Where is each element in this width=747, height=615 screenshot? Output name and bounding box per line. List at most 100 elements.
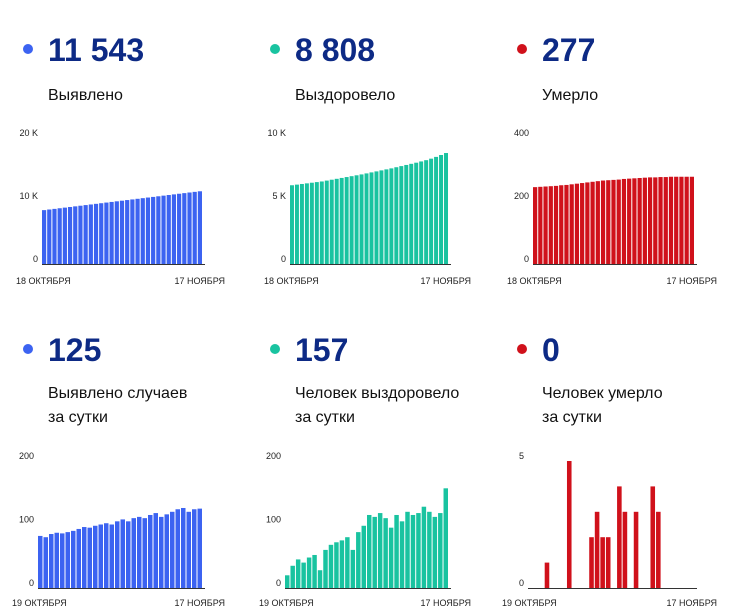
bar <box>145 197 151 264</box>
x-start-label: 18 ОКТЯБРЯ <box>16 276 71 286</box>
bar <box>62 207 67 264</box>
y-tick-label: 0 <box>33 254 38 264</box>
bar <box>52 208 57 265</box>
stat-label-recovered: Выздоровело <box>295 87 396 104</box>
bar <box>197 191 202 264</box>
bar <box>606 180 611 264</box>
y-tick-label: 5 <box>519 451 524 461</box>
bar <box>548 186 553 264</box>
bar <box>171 194 177 264</box>
y-tick-label: 10 K <box>19 191 38 201</box>
y-tick-label: 400 <box>514 128 529 138</box>
bar <box>344 177 349 264</box>
y-tick-label: 0 <box>281 254 286 264</box>
bar <box>633 511 639 588</box>
bar <box>674 176 679 264</box>
bar <box>156 196 161 264</box>
bar <box>295 559 301 588</box>
bar <box>443 488 448 588</box>
bar <box>148 514 153 588</box>
bar <box>140 198 145 264</box>
bar <box>186 511 191 588</box>
bar <box>419 161 424 264</box>
bar <box>585 182 590 264</box>
bar <box>559 185 564 264</box>
bar <box>544 562 550 588</box>
bar <box>324 180 329 264</box>
y-tick-label: 10 K <box>267 128 286 138</box>
bar <box>679 176 684 264</box>
bar <box>564 184 569 264</box>
bar <box>600 537 605 588</box>
chart-recovered: 0 5 K 10 K 18 ОКТЯБРЯ 17 НОЯБРЯ <box>264 128 471 286</box>
bar <box>388 527 394 588</box>
x-start-label: 19 ОКТЯБРЯ <box>259 598 314 608</box>
bar <box>98 524 103 588</box>
bar <box>181 507 186 588</box>
chart-died: 0 200 400 18 ОКТЯБРЯ 17 НОЯБРЯ <box>507 128 717 286</box>
x-end-label: 17 НОЯБРЯ <box>666 598 717 608</box>
bar <box>600 180 606 264</box>
bar <box>684 176 689 264</box>
bar <box>82 527 87 588</box>
bar <box>650 486 656 588</box>
bar <box>361 525 366 588</box>
bar <box>309 182 314 264</box>
bar <box>329 179 334 264</box>
chart-died-daily: 0 5 19 ОКТЯБРЯ 17 НОЯБРЯ <box>502 451 717 608</box>
stat-sublabel-detected-daily: за сутки <box>48 409 108 426</box>
bar <box>668 176 674 264</box>
bar <box>159 516 164 588</box>
bar <box>410 514 416 588</box>
bar <box>47 209 52 264</box>
y-tick-label: 200 <box>266 451 281 461</box>
y-tick-label: 200 <box>19 451 34 461</box>
bar <box>414 162 419 264</box>
bar <box>319 181 324 264</box>
bar <box>166 195 171 264</box>
bar <box>384 169 389 264</box>
bar <box>595 181 600 264</box>
bar <box>359 174 364 264</box>
bar <box>637 178 642 264</box>
bar <box>439 155 444 264</box>
bar <box>658 177 663 264</box>
y-tick-label: 0 <box>519 578 524 588</box>
status-dot-icon <box>23 44 33 54</box>
bar <box>142 518 147 588</box>
bar <box>177 193 182 264</box>
stat-value-died-daily: 0 <box>542 332 560 368</box>
bar <box>170 511 175 588</box>
bar <box>389 168 394 264</box>
bar <box>621 178 627 264</box>
bar <box>76 528 81 588</box>
bar <box>594 511 600 588</box>
bar <box>434 156 439 264</box>
stat-value-detected: 11 543 <box>48 32 145 68</box>
bar <box>653 177 658 265</box>
bar <box>93 525 98 588</box>
y-tick-label: 20 K <box>19 128 38 138</box>
bar <box>73 206 78 264</box>
bar <box>367 514 372 588</box>
bar <box>399 166 404 264</box>
y-tick-label: 0 <box>276 578 281 588</box>
stat-label-died-daily: Человек умерло <box>542 385 663 402</box>
bar <box>656 511 661 588</box>
bar <box>187 192 192 264</box>
bar <box>369 172 374 264</box>
bar <box>345 537 350 588</box>
stat-value-died: 277 <box>542 32 596 68</box>
bar <box>617 486 622 588</box>
bar <box>444 153 448 264</box>
bar <box>416 513 421 588</box>
status-dot-icon <box>23 344 33 354</box>
bar <box>192 191 197 264</box>
stat-value-detected-daily: 125 <box>48 332 102 368</box>
status-dot-icon <box>270 44 280 54</box>
bar <box>49 534 54 588</box>
bar <box>627 178 632 264</box>
bar <box>394 167 399 264</box>
bar <box>312 554 317 588</box>
